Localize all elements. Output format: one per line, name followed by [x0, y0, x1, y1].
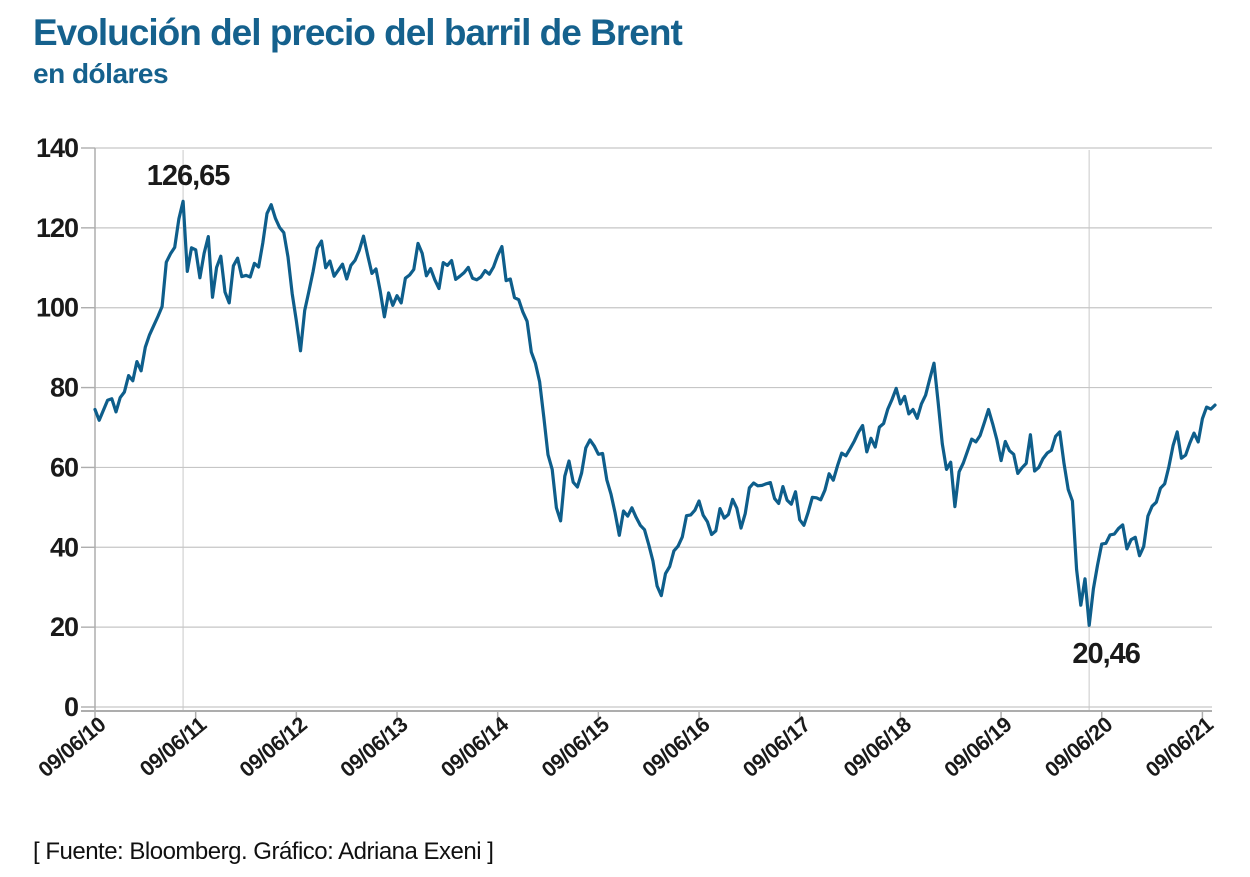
x-tick-label: 09/06/15 [537, 712, 614, 782]
x-axis-labels: 09/06/10 09/06/11 09/06/12 09/06/13 09/06/14… [34, 712, 1218, 782]
x-tick-label: 09/06/20 [1040, 712, 1117, 782]
x-tick-label: 09/06/10 [34, 712, 111, 782]
x-tick-label: 09/06/16 [638, 712, 715, 782]
annotation-min-price: 20,46 [1072, 638, 1141, 671]
x-tick-label: 09/06/14 [436, 712, 513, 782]
x-tick-label: 09/06/19 [940, 712, 1017, 782]
axes [81, 148, 1212, 722]
extreme-marker-lines [182, 150, 1090, 710]
y-tick-label: 140 [36, 133, 78, 163]
x-tick-label: 09/06/18 [839, 712, 916, 782]
y-tick-label: 60 [50, 452, 78, 482]
y-tick-label: 80 [50, 373, 78, 403]
y-tick-label: 40 [50, 532, 78, 562]
annotation-max-price: 126,65 [146, 160, 231, 193]
brent-price-line [93, 199, 1217, 627]
x-tick-label: 09/06/11 [135, 712, 211, 781]
y-tick-label: 0 [64, 692, 78, 722]
x-tick-label: 09/06/12 [235, 712, 312, 782]
x-tick-label: 09/06/17 [738, 712, 815, 782]
y-tick-label: 120 [36, 213, 78, 243]
y-axis-labels: 0 20 40 60 80 100 120 140 [36, 133, 79, 722]
x-tick-label: 09/06/21 [1141, 712, 1218, 782]
y-gridlines [81, 147, 1212, 708]
chart-title: Evolución del precio del barril de Brent [33, 12, 683, 53]
y-tick-label: 20 [50, 612, 78, 642]
source-note: [ Fuente: Bloomberg. Gráfico: Adriana Ex… [33, 838, 494, 865]
x-tick-label: 09/06/13 [336, 712, 413, 782]
y-tick-label: 100 [36, 293, 78, 323]
chart-subtitle: en dólares [33, 58, 169, 89]
